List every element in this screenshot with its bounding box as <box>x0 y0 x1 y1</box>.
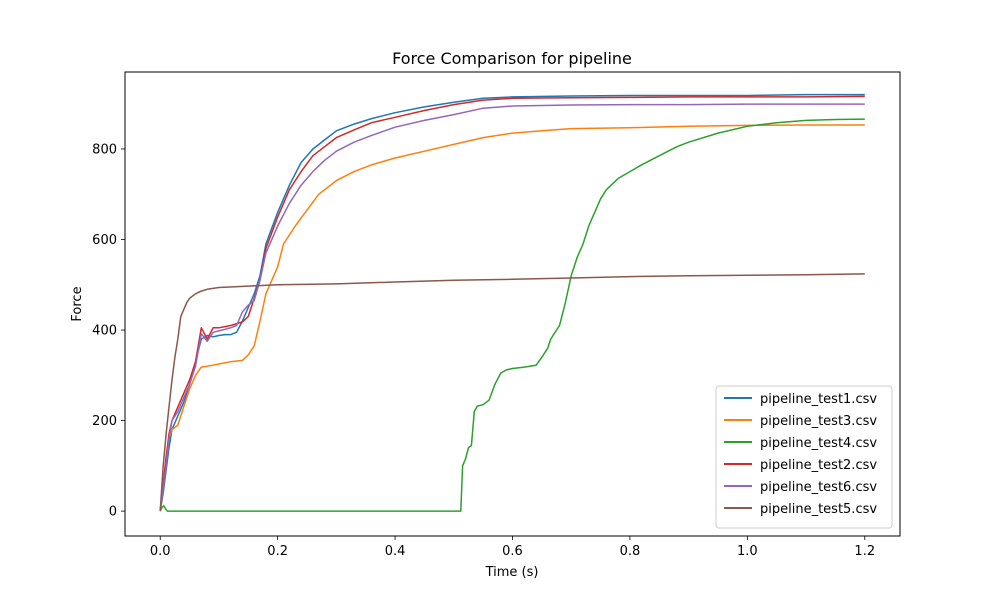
series-line-3 <box>159 118 865 512</box>
chart-title: Force Comparison for pipeline <box>392 49 632 68</box>
series-line-5 <box>159 103 865 512</box>
legend-box <box>715 385 893 529</box>
y-axis: 0 200 400 600 800 <box>92 142 125 520</box>
series-layer <box>159 93 865 512</box>
y-tick-label: 0 <box>109 505 117 520</box>
y-tick-label: 400 <box>92 324 117 339</box>
series-line-4 <box>159 95 865 512</box>
legend-label: pipeline_test5.csv <box>760 502 877 517</box>
x-tick-label: 0.4 <box>385 544 406 559</box>
legend-label: pipeline_test4.csv <box>760 436 877 451</box>
x-tick-label: 1.0 <box>737 544 758 559</box>
y-tick-label: 200 <box>92 414 117 429</box>
x-tick-label: 1.2 <box>854 544 875 559</box>
legend-label: pipeline_test6.csv <box>760 480 877 495</box>
y-axis-label: Force <box>70 286 85 321</box>
y-tick-label: 600 <box>92 233 117 248</box>
x-tick-label: 0.8 <box>620 544 641 559</box>
legend: pipeline_test1.csv pipeline_test3.csvpipe… <box>715 385 893 529</box>
y-tick-label: 800 <box>92 142 117 157</box>
x-axis-label: Time (s) <box>485 565 539 580</box>
legend-label: pipeline_test2.csv <box>760 458 877 473</box>
x-tick-label: 0.0 <box>150 544 171 559</box>
x-tick-label: 0.6 <box>502 544 523 559</box>
x-tick-label: 0.2 <box>267 544 288 559</box>
series-line-6 <box>159 273 865 512</box>
series-line-2 <box>159 124 865 512</box>
legend-label: pipeline_test3.csv <box>760 414 877 429</box>
legend-label: pipeline_test1.csv <box>760 392 877 407</box>
x-axis: 0.0 0.2 0.4 0.6 0.8 1.0 1.2 <box>150 536 875 559</box>
series-line-1 <box>159 93 865 512</box>
